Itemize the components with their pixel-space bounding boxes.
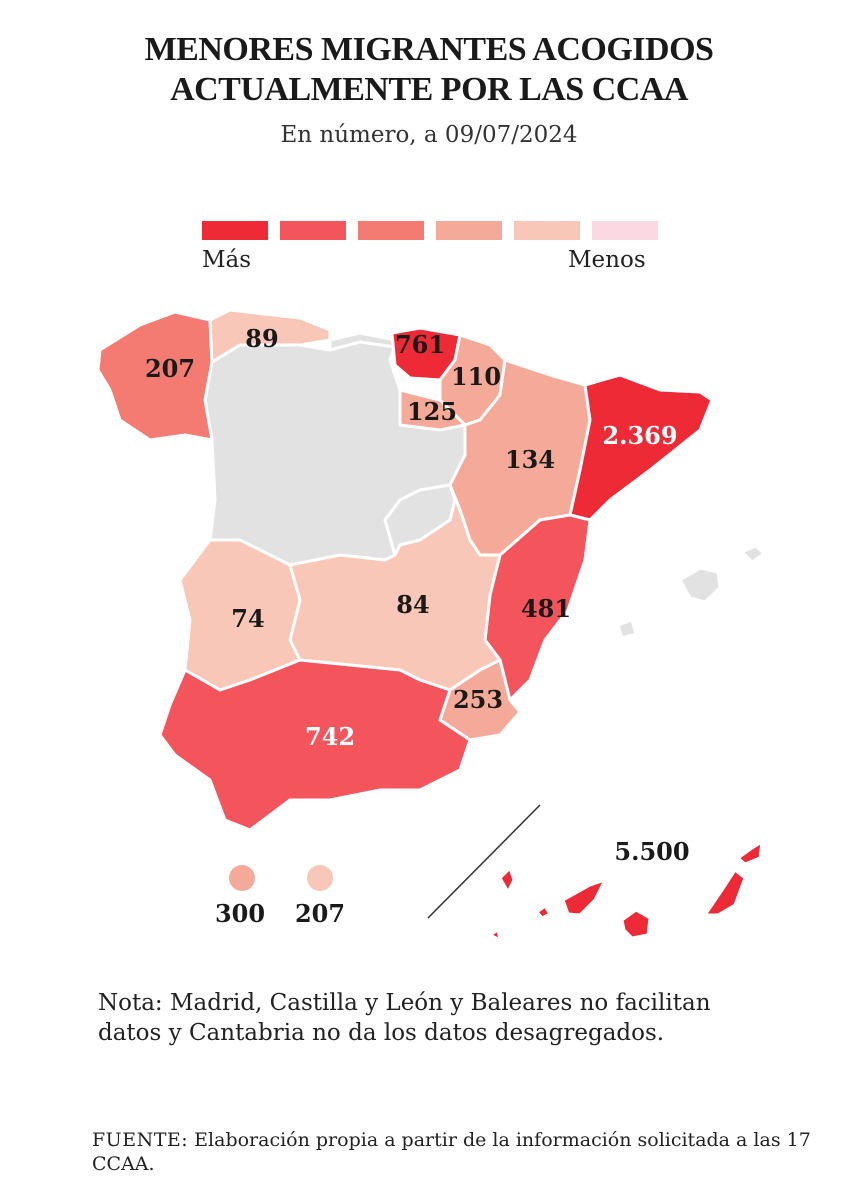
legend-swatch-5 [514, 221, 580, 240]
label-extremadura: 74 [231, 604, 264, 633]
region-asturias [208, 308, 332, 364]
label-cataluna: 2.369 [602, 421, 677, 450]
region-baleares-mallorca [678, 566, 722, 604]
chart-title-line2: ACTUALMENTE POR LAS CCAA [170, 71, 688, 108]
legend-swatch-2 [280, 221, 346, 240]
region-cataluna [568, 373, 714, 522]
legend-swatch-6 [592, 221, 658, 240]
source-line: FUENTE: Elaboración propia a partir de l… [92, 1128, 812, 1176]
label-valencia: 481 [521, 594, 571, 623]
label-asturias: 89 [245, 324, 278, 353]
label-andalucia: 742 [305, 722, 355, 751]
label-pais-vasco: 761 [395, 330, 445, 359]
source-label: FUENTE: [92, 1129, 189, 1151]
legend-swatch-4 [436, 221, 502, 240]
chart-subtitle: En número, a 09/07/2024 [280, 122, 578, 148]
region-galicia [96, 310, 214, 442]
legend-high-label: Más [202, 247, 252, 273]
source-text: Elaboración propia a partir de la inform… [92, 1129, 811, 1175]
label-aragon: 134 [505, 445, 555, 474]
spain-map: 207 89 761 110 125 134 2.369 481 84 74 2… [96, 308, 766, 942]
region-canarias [488, 840, 764, 942]
label-galicia: 207 [145, 354, 195, 383]
legend-low-label: Menos [568, 247, 646, 273]
region-andalucia [158, 658, 472, 832]
region-baleares-menorca [740, 544, 766, 564]
label-canarias: 5.500 [614, 837, 689, 866]
canarias-inset-divider [427, 804, 541, 919]
legend-swatch-1 [202, 221, 268, 240]
label-melilla: 207 [295, 899, 345, 928]
label-murcia: 253 [453, 685, 503, 714]
ceuta-marker [229, 865, 255, 891]
label-la-rioja: 125 [407, 397, 457, 426]
legend-swatch-3 [358, 221, 424, 240]
footnote: Nota: Madrid, Castilla y León y Baleares… [98, 990, 711, 1046]
label-navarra: 110 [451, 362, 501, 391]
region-baleares-ibiza [616, 618, 638, 640]
label-ceuta: 300 [215, 899, 265, 928]
region-la-rioja [398, 388, 467, 432]
chart-title-line1: MENORES MIGRANTES ACOGIDOS [144, 31, 714, 68]
melilla-marker [307, 865, 333, 891]
label-castilla-la-mancha: 84 [396, 590, 429, 619]
